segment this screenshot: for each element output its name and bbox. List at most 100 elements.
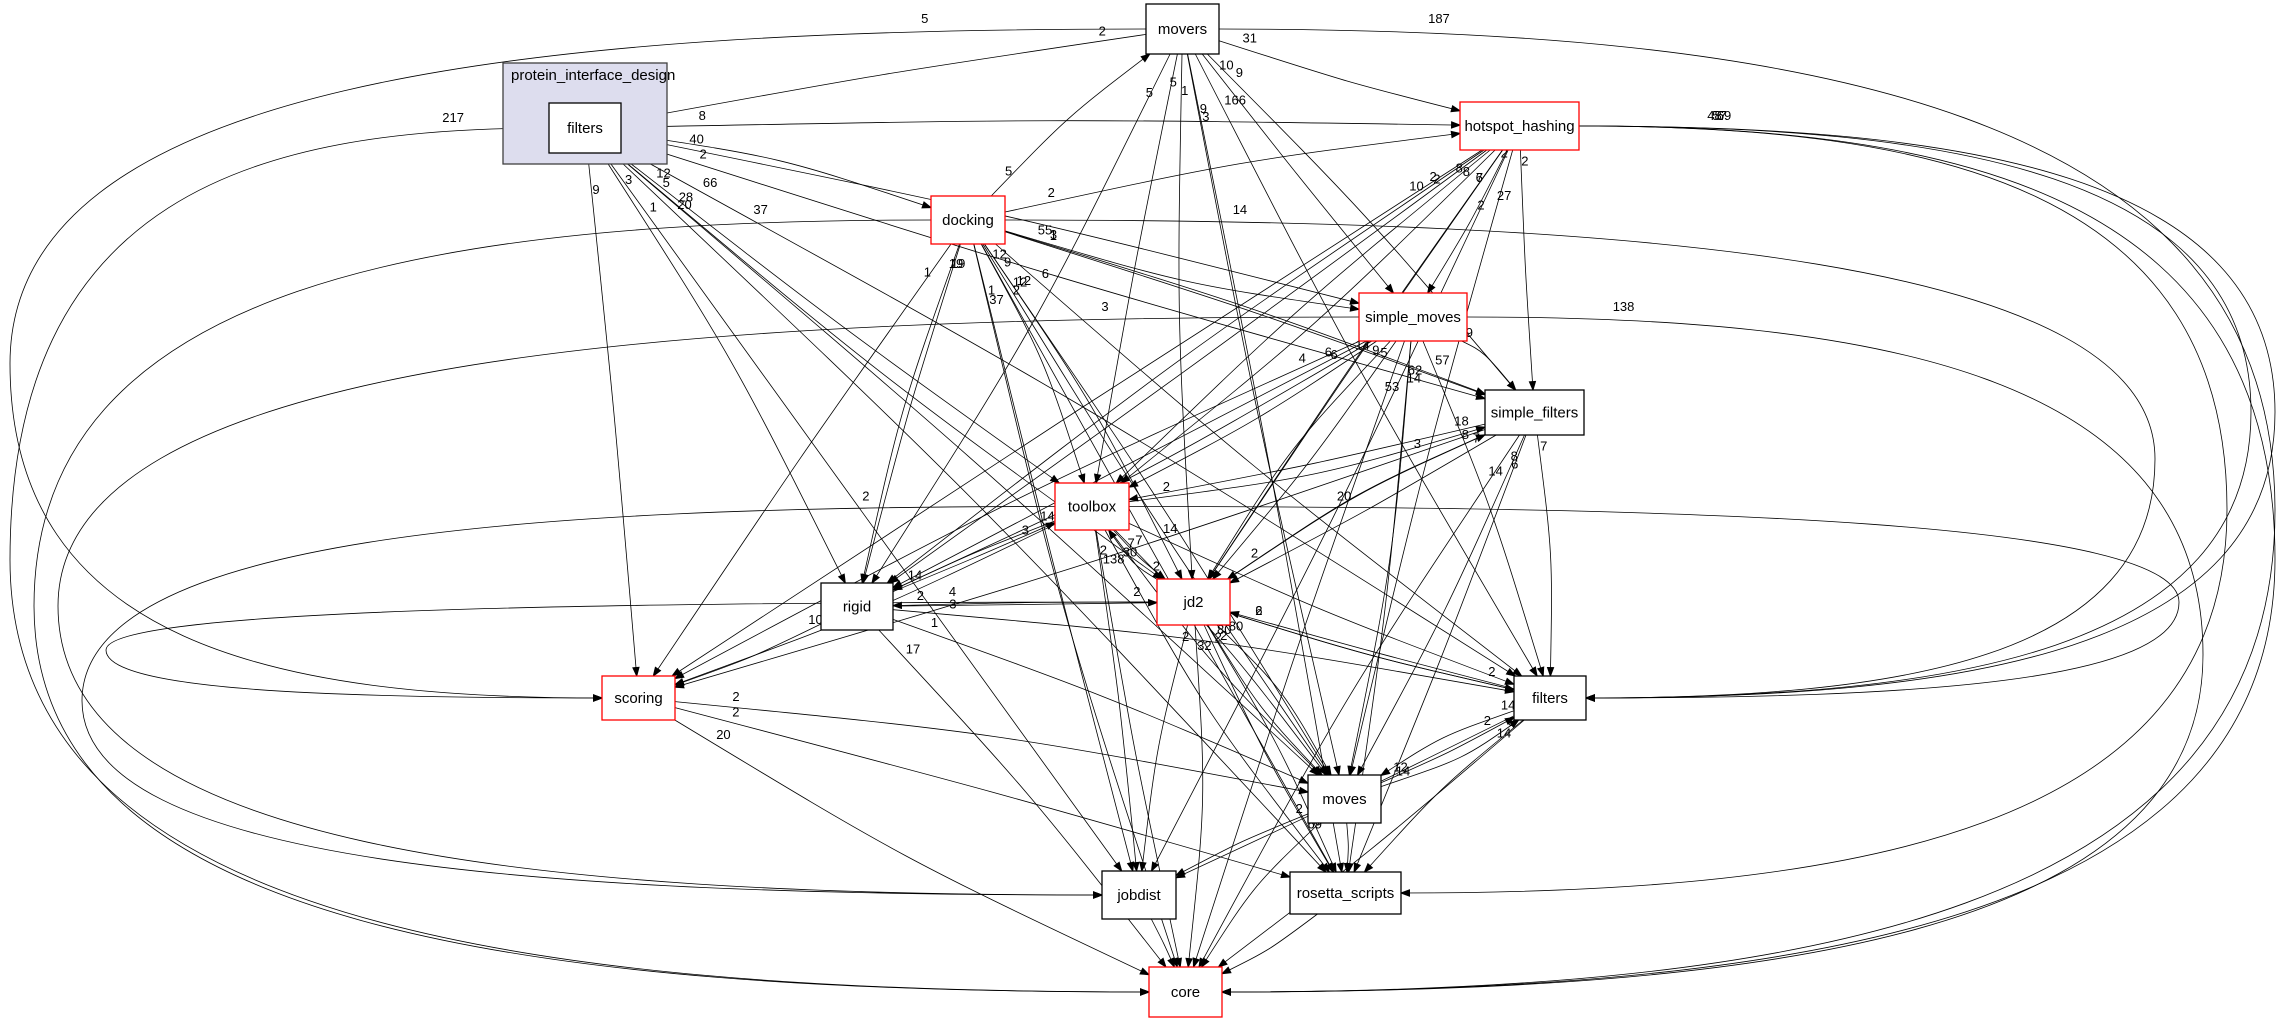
- svg-text:20: 20: [677, 197, 691, 212]
- svg-text:1: 1: [988, 283, 995, 298]
- svg-text:protein_interface_design: protein_interface_design: [511, 67, 675, 84]
- svg-text:simple_moves: simple_moves: [1365, 309, 1461, 326]
- svg-text:2: 2: [1163, 479, 1170, 494]
- svg-text:20: 20: [1337, 489, 1351, 504]
- svg-text:40: 40: [689, 131, 703, 146]
- svg-text:2: 2: [1433, 171, 1440, 186]
- svg-text:5: 5: [663, 175, 670, 190]
- svg-text:9: 9: [592, 182, 599, 197]
- svg-text:jd2: jd2: [1182, 594, 1203, 611]
- svg-text:5: 5: [1170, 74, 1177, 89]
- svg-text:9: 9: [1236, 65, 1243, 80]
- svg-text:6: 6: [1255, 603, 1262, 618]
- svg-text:32: 32: [1197, 638, 1211, 653]
- svg-text:2: 2: [1133, 584, 1140, 599]
- svg-text:7: 7: [1540, 439, 1547, 454]
- svg-text:2: 2: [1477, 198, 1484, 213]
- svg-text:14: 14: [1488, 464, 1502, 479]
- svg-text:rosetta_scripts: rosetta_scripts: [1297, 885, 1395, 902]
- svg-text:10: 10: [1219, 58, 1233, 73]
- svg-text:filters: filters: [1532, 690, 1568, 707]
- svg-text:20: 20: [716, 727, 730, 742]
- svg-text:66: 66: [703, 175, 717, 190]
- svg-text:3: 3: [625, 172, 632, 187]
- svg-text:9: 9: [1004, 255, 1011, 270]
- svg-text:2: 2: [700, 147, 707, 162]
- svg-text:19: 19: [951, 256, 965, 271]
- svg-text:57: 57: [1435, 352, 1449, 367]
- svg-text:core: core: [1171, 984, 1200, 1001]
- svg-text:7: 7: [1128, 536, 1135, 551]
- svg-text:2: 2: [732, 689, 739, 704]
- svg-text:10: 10: [1409, 179, 1423, 194]
- svg-text:1: 1: [1181, 83, 1188, 98]
- svg-text:5: 5: [1005, 164, 1012, 179]
- svg-text:1: 1: [650, 200, 657, 215]
- svg-text:2: 2: [1251, 546, 1258, 561]
- svg-text:3: 3: [949, 597, 956, 612]
- svg-text:1: 1: [931, 615, 938, 630]
- svg-text:2: 2: [1182, 629, 1189, 644]
- svg-text:5: 5: [1146, 85, 1153, 100]
- svg-text:14: 14: [1407, 371, 1421, 386]
- svg-text:hotspot_hashing: hotspot_hashing: [1464, 118, 1574, 135]
- svg-text:31: 31: [1243, 30, 1257, 45]
- svg-text:2: 2: [917, 588, 924, 603]
- svg-text:2: 2: [1215, 630, 1222, 645]
- svg-text:toolbox: toolbox: [1068, 499, 1117, 516]
- svg-text:filters: filters: [567, 120, 603, 137]
- svg-text:3: 3: [1101, 299, 1108, 314]
- svg-text:6: 6: [1325, 345, 1332, 360]
- svg-text:27: 27: [1497, 188, 1511, 203]
- svg-text:14: 14: [908, 568, 922, 583]
- svg-text:7: 7: [1476, 170, 1483, 185]
- svg-text:217: 217: [442, 110, 464, 125]
- svg-text:14: 14: [1163, 521, 1177, 536]
- svg-text:3: 3: [1050, 227, 1057, 242]
- svg-text:2: 2: [1153, 559, 1160, 574]
- svg-text:8: 8: [1462, 427, 1469, 442]
- svg-text:scoring: scoring: [614, 690, 662, 707]
- svg-text:14: 14: [1396, 764, 1410, 779]
- svg-text:9: 9: [1372, 342, 1379, 357]
- svg-text:166: 166: [1224, 93, 1246, 108]
- svg-text:53: 53: [1385, 379, 1399, 394]
- svg-text:138: 138: [1103, 552, 1125, 567]
- svg-text:12: 12: [1017, 273, 1031, 288]
- svg-text:rigid: rigid: [843, 599, 871, 616]
- svg-text:3: 3: [1202, 109, 1209, 124]
- svg-text:5: 5: [1380, 345, 1387, 360]
- svg-text:2: 2: [1521, 154, 1528, 169]
- svg-text:8: 8: [699, 108, 706, 123]
- svg-text:14: 14: [1501, 697, 1515, 712]
- svg-text:1: 1: [924, 264, 931, 279]
- svg-text:simple_filters: simple_filters: [1491, 405, 1579, 422]
- svg-text:48: 48: [1707, 108, 1721, 123]
- svg-text:6: 6: [1511, 456, 1518, 471]
- svg-text:14: 14: [1040, 509, 1054, 524]
- svg-text:2: 2: [1099, 24, 1106, 39]
- svg-text:moves: moves: [1322, 791, 1366, 808]
- svg-text:5: 5: [921, 11, 928, 26]
- svg-text:14: 14: [1233, 202, 1247, 217]
- svg-text:3: 3: [1022, 522, 1029, 537]
- svg-text:docking: docking: [942, 212, 994, 229]
- svg-text:80: 80: [1229, 619, 1243, 634]
- svg-text:movers: movers: [1158, 21, 1207, 38]
- svg-text:2: 2: [1484, 713, 1491, 728]
- svg-text:2: 2: [1488, 664, 1495, 679]
- svg-text:2: 2: [1048, 185, 1055, 200]
- svg-text:8: 8: [1463, 164, 1470, 179]
- svg-text:6: 6: [1042, 266, 1049, 281]
- svg-text:17: 17: [906, 641, 920, 656]
- svg-text:37: 37: [753, 202, 767, 217]
- svg-text:187: 187: [1428, 11, 1450, 26]
- svg-text:jobdist: jobdist: [1116, 887, 1161, 904]
- svg-text:2: 2: [732, 705, 739, 720]
- svg-text:4: 4: [1299, 351, 1306, 366]
- svg-text:3: 3: [1414, 436, 1421, 451]
- svg-text:7: 7: [1473, 431, 1480, 446]
- svg-text:138: 138: [1613, 299, 1635, 314]
- svg-text:2: 2: [862, 489, 869, 504]
- svg-text:2: 2: [1296, 801, 1303, 816]
